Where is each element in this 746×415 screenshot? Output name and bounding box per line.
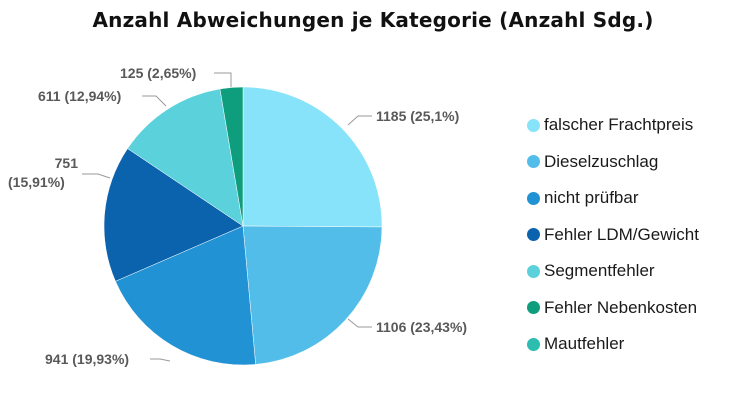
legend-dot-icon <box>527 337 540 351</box>
legend-item-fehler-ldm-gewicht[interactable]: Fehler LDM/Gewicht <box>527 217 699 254</box>
legend-label: Segmentfehler <box>544 261 655 281</box>
leader-line <box>142 95 167 107</box>
legend-item-fehler-nebenkosten[interactable]: Fehler Nebenkosten <box>527 290 699 327</box>
data-label-fehler-ldm-gewicht-value: 751 <box>54 155 78 171</box>
legend-label: Mautfehler <box>544 334 625 354</box>
pie-slice[interactable] <box>242 86 383 228</box>
legend-label: nicht prüfbar <box>544 188 639 208</box>
legend-item-falscher-frachtpreis[interactable]: falscher Frachtpreis <box>527 107 699 144</box>
data-label-falscher-frachtpreis: 1185 (25,1%) <box>376 108 460 124</box>
legend-dot-icon <box>527 228 540 242</box>
legend-dot-icon <box>527 191 540 205</box>
legend-item-mautfehler[interactable]: Mautfehler <box>527 326 699 363</box>
chart-legend: falscher Frachtpreis Dieselzuschlag nich… <box>527 107 699 363</box>
leader-line <box>150 358 171 362</box>
legend-item-nicht-pruefbar[interactable]: nicht prüfbar <box>527 180 699 217</box>
leader-line <box>214 72 232 87</box>
leader-line <box>347 115 372 126</box>
legend-item-segmentfehler[interactable]: Segmentfehler <box>527 253 699 290</box>
leader-line <box>82 173 111 179</box>
pie-slice[interactable] <box>242 225 383 365</box>
legend-label: Fehler Nebenkosten <box>544 297 698 317</box>
data-label-dieselzuschlag: 1106 (23,43%) <box>376 319 468 335</box>
legend-dot-icon <box>527 264 540 278</box>
chart-title: Anzahl Abweichungen je Kategorie (Anzahl… <box>92 8 654 32</box>
pie-slice[interactable] <box>115 225 256 366</box>
pie-slice[interactable] <box>127 88 244 227</box>
data-label-nicht-pruefbar: 941 (19,93%) <box>45 351 130 367</box>
data-label-fehler-nebenkosten: 125 (2,65%) <box>120 65 197 81</box>
data-label-segmentfehler: 611 (12,94%) <box>38 88 122 104</box>
legend-dot-icon <box>527 118 540 132</box>
legend-label: Dieselzuschlag <box>544 151 659 171</box>
legend-dot-icon <box>527 155 540 169</box>
pie-slice[interactable] <box>219 86 244 227</box>
pie-slice[interactable] <box>103 148 244 282</box>
legend-label: falscher Frachtpreis <box>544 115 694 135</box>
legend-label: Fehler LDM/Gewicht <box>544 224 699 244</box>
leader-line <box>347 318 372 328</box>
legend-item-dieselzuschlag[interactable]: Dieselzuschlag <box>527 144 699 181</box>
legend-dot-icon <box>527 301 540 315</box>
data-label-fehler-ldm-gewicht-percent: (15,91%) <box>8 174 65 190</box>
